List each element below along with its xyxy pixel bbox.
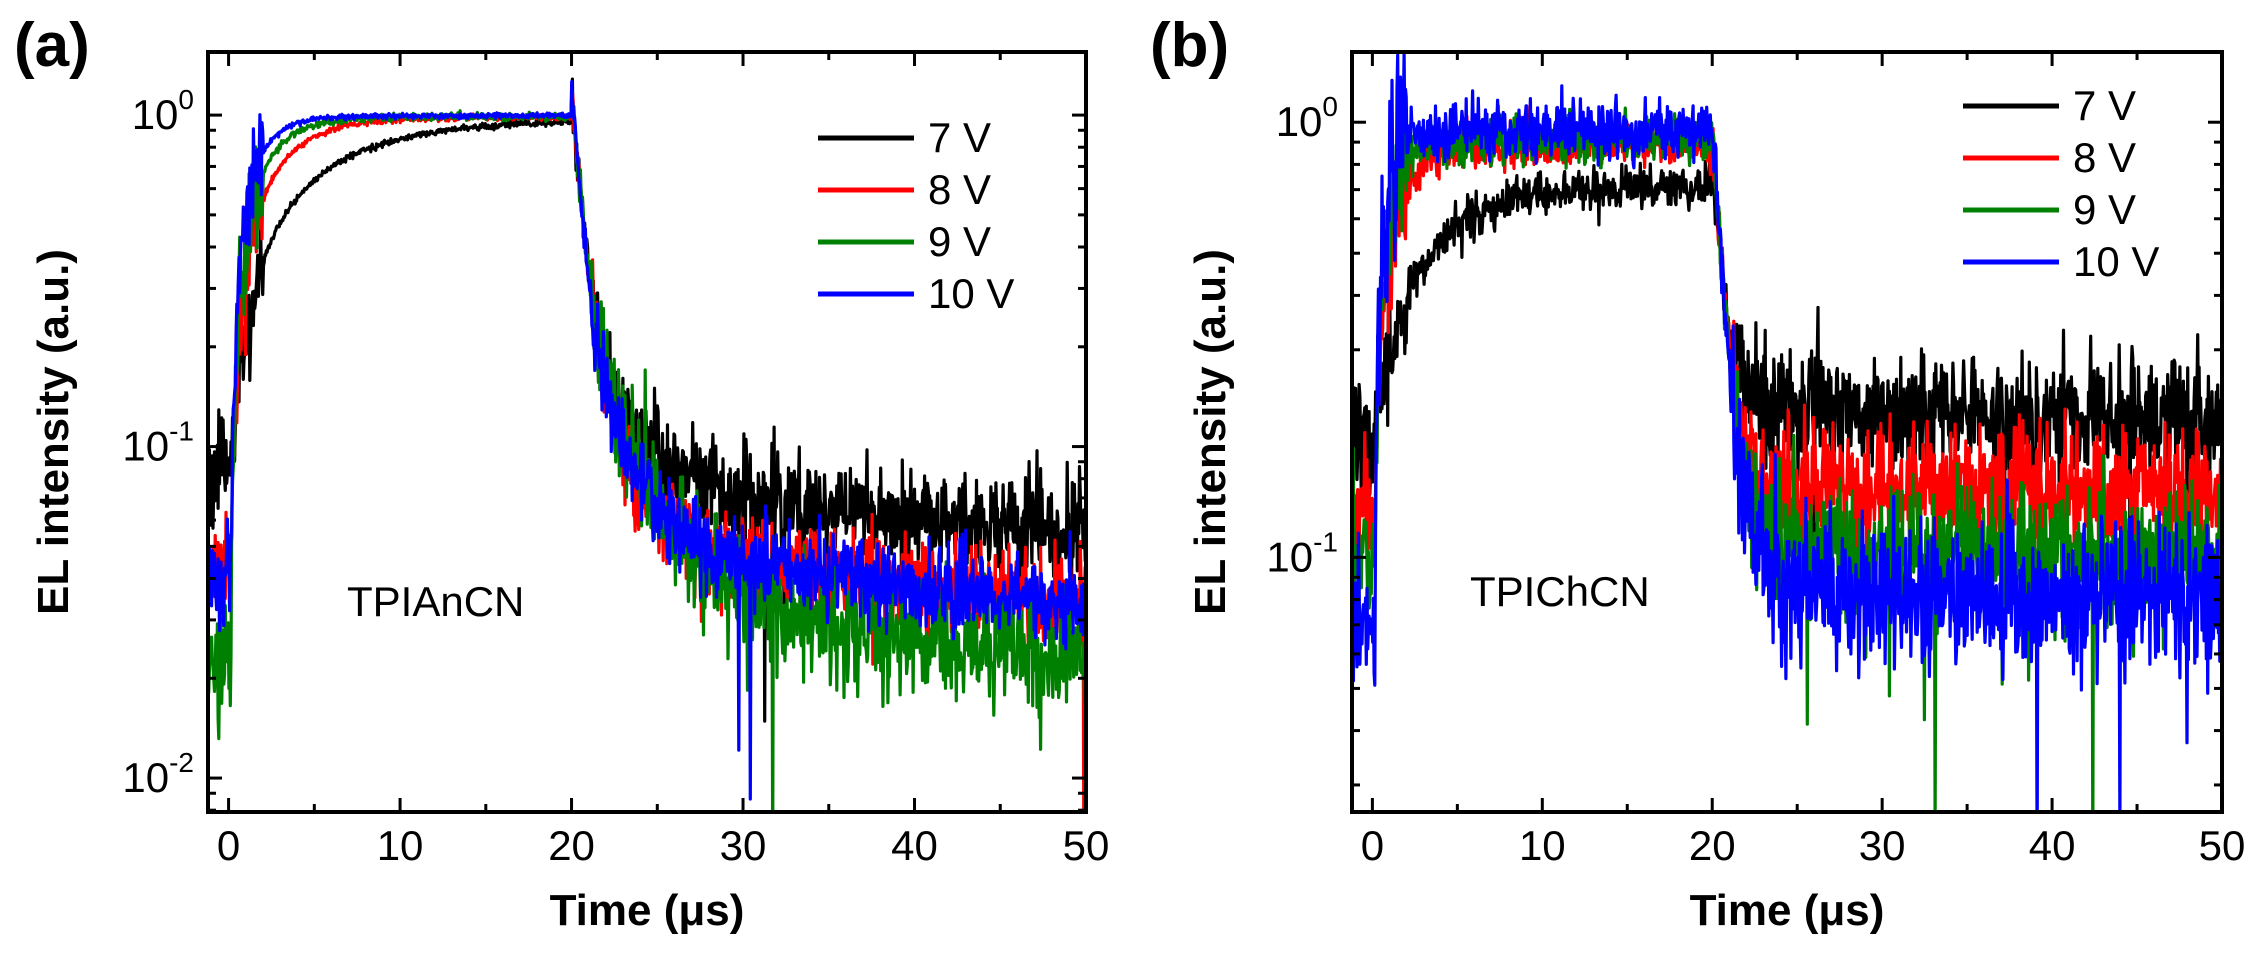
y-tick-label: 10-2: [122, 747, 194, 801]
legend-label: 8 V: [2073, 134, 2136, 181]
sample-annotation: TPIAnCN: [347, 578, 524, 625]
x-tick-label: 10: [377, 822, 424, 869]
legend: 7 V 8 V 9 V 10 V: [818, 114, 1014, 317]
x-tick-label: 30: [720, 822, 767, 869]
y-tick-base: 10: [1276, 98, 1323, 145]
y-tick-base: 10: [122, 754, 169, 801]
x-tick-label: 20: [548, 822, 595, 869]
legend-label: 9 V: [2073, 186, 2136, 233]
x-tick-label: 20: [1689, 822, 1736, 869]
y-tick-exponent: -2: [169, 747, 194, 778]
x-tick-label: 30: [1859, 822, 1906, 869]
x-tick-label: 0: [217, 822, 240, 869]
legend: 7 V 8 V 9 V 10 V: [1963, 82, 2159, 285]
panel-label: (a): [14, 11, 90, 80]
x-axis-title: Time (μs): [1690, 886, 1885, 935]
legend-label: 8 V: [928, 166, 991, 213]
y-tick-exponent: -1: [169, 416, 194, 447]
y-axis-title: EL intensity (a.u.): [1186, 249, 1235, 615]
legend-label: 7 V: [2073, 82, 2136, 129]
sample-annotation: TPIChCN: [1470, 568, 1650, 615]
y-axis-title: EL intensity (a.u.): [29, 249, 78, 615]
legend-label: 10 V: [928, 270, 1014, 317]
y-tick-base: 10: [122, 423, 169, 470]
y-tick-exponent: 0: [1322, 91, 1338, 122]
y-tick-label: 100: [132, 84, 194, 138]
y-tick-exponent: 0: [178, 84, 194, 115]
series-group: [1352, 52, 2222, 812]
plot-frame: [1350, 50, 2224, 814]
x-axis-title: Time (μs): [550, 886, 745, 935]
x-tick-label: 0: [1361, 822, 1384, 869]
y-tick-exponent: -1: [1313, 526, 1338, 557]
panel-label: (b): [1150, 11, 1229, 80]
series-group: [208, 77, 1086, 812]
y-tick-base: 10: [132, 91, 179, 138]
series-line-7v: [1352, 149, 2222, 603]
x-tick-label: 40: [2029, 822, 2076, 869]
x-tick-label: 10: [1519, 822, 1566, 869]
x-tick-label: 50: [1063, 822, 1110, 869]
legend-label: 7 V: [928, 114, 991, 161]
y-tick-label: 10-1: [122, 416, 194, 470]
y-tick-label: 100: [1276, 91, 1338, 145]
series-line-10v: [1352, 52, 2222, 812]
plot-frame: [206, 50, 1088, 814]
series-line-10v: [208, 79, 1086, 801]
x-tick-label: 40: [891, 822, 938, 869]
legend-label: 10 V: [2073, 238, 2159, 285]
x-tick-label: 50: [2199, 822, 2246, 869]
y-tick-label: 10-1: [1266, 526, 1338, 580]
y-tick-base: 10: [1266, 533, 1313, 580]
legend-label: 9 V: [928, 218, 991, 265]
